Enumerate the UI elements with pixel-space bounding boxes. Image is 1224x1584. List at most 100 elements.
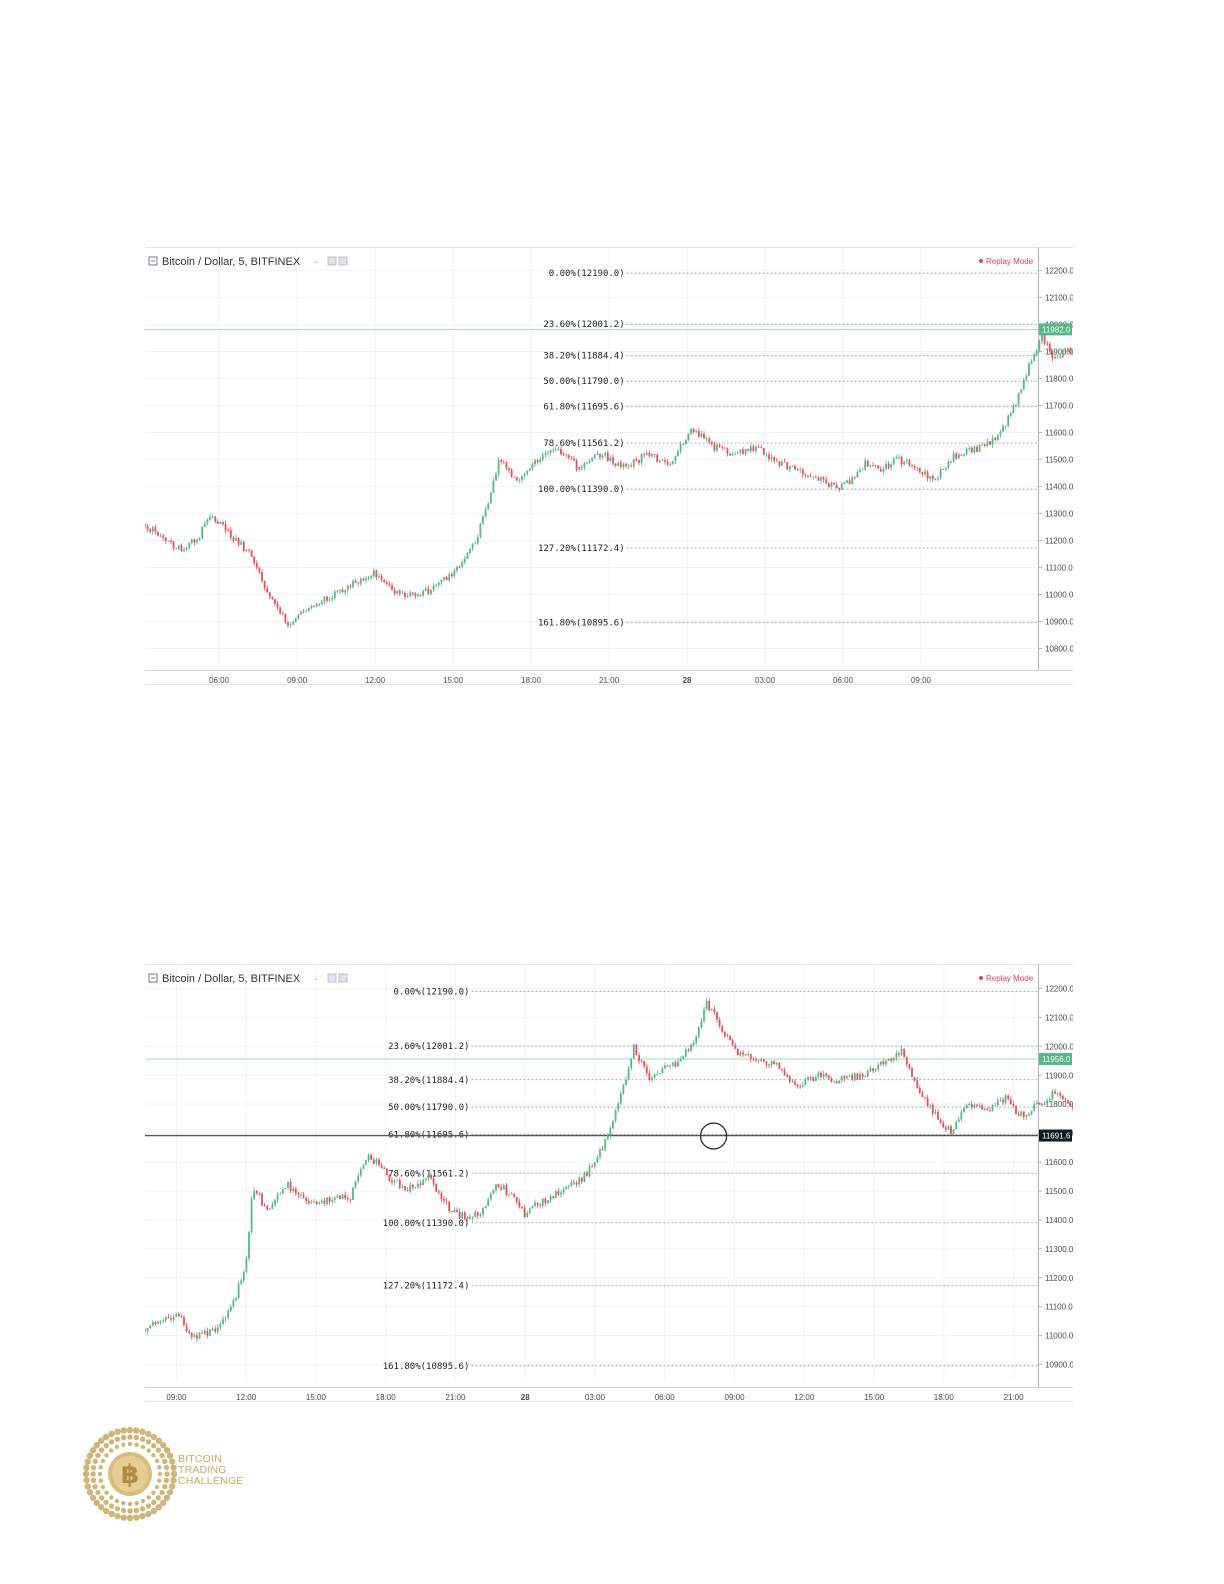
candle-body [370, 1155, 373, 1160]
candle-body [432, 1178, 435, 1184]
candle-body [781, 461, 783, 466]
candle-body [856, 1073, 859, 1080]
y-tick-label: 11500.0 [1045, 1187, 1073, 1196]
candle-body [661, 1068, 664, 1074]
candle-body [638, 1055, 640, 1061]
candle-body [404, 592, 406, 597]
candle-body [172, 542, 175, 549]
candle-body [570, 457, 573, 459]
fib-level-label: 23.60%(12001.2) [388, 1042, 469, 1052]
candle-body [539, 459, 542, 463]
candle-body [248, 1231, 250, 1259]
candle-body [731, 1039, 734, 1046]
candle-body [339, 589, 341, 592]
candle-body [830, 1078, 833, 1082]
logo-line-2: TRADING [178, 1464, 227, 1476]
candle-body [846, 1076, 848, 1079]
candle-body [1002, 1099, 1004, 1104]
candle-body [209, 516, 211, 520]
candle-body [214, 1328, 217, 1332]
candle-body [271, 1204, 274, 1209]
y-tick-label: 12200.0 [1045, 267, 1073, 276]
logo-dot [92, 1458, 98, 1465]
candle-body [170, 540, 172, 543]
logo-dot [166, 1489, 174, 1496]
candle-body [391, 1180, 393, 1183]
logo-dot [127, 1508, 133, 1514]
candle-body [788, 465, 791, 470]
candle-body [453, 1210, 456, 1212]
candle-body [827, 483, 830, 487]
candle-body [934, 479, 937, 481]
candle-body [552, 449, 555, 451]
candle-body [1025, 1115, 1028, 1117]
candle-body [666, 461, 669, 465]
logo-dot [120, 1507, 127, 1514]
logo-dot [157, 1478, 162, 1483]
candle-body [648, 452, 651, 457]
candle-body [502, 1185, 505, 1190]
candle-body [890, 464, 893, 468]
candle-body [976, 446, 978, 452]
candle-body [406, 595, 409, 597]
candle-body [219, 521, 222, 524]
candle-body [957, 1119, 960, 1122]
fib-level-label: 100.00%(11390.0) [383, 1219, 470, 1229]
logo-dot [163, 1494, 171, 1501]
candle-body [344, 590, 347, 593]
candle-body [640, 454, 643, 463]
last-price-label: 11956.0 [1042, 1055, 1071, 1064]
candle-body [549, 450, 552, 453]
candle-body [198, 537, 201, 540]
candle-body [755, 1059, 757, 1061]
candle-body [599, 1148, 601, 1158]
candle-body [679, 1059, 682, 1062]
candle-body [222, 521, 224, 524]
candle-body [1046, 343, 1049, 345]
candle-body [632, 1044, 635, 1059]
collapse-icon [148, 256, 158, 266]
candle-body [370, 575, 373, 579]
candle-body [911, 465, 913, 467]
candle-body [367, 578, 370, 579]
candle-body [242, 1271, 245, 1281]
candle-body [765, 1061, 768, 1065]
candle-body [648, 1073, 651, 1080]
candle-body [807, 1076, 809, 1080]
logo-dot [103, 1507, 110, 1515]
candle-body [183, 549, 185, 552]
settings-icon [338, 973, 348, 983]
logo-dot [160, 1441, 167, 1449]
candle-body [352, 1187, 354, 1201]
candle-body [996, 434, 999, 440]
candle-body [937, 477, 939, 480]
candle-body [926, 1097, 929, 1106]
y-tick-label: 11800.0 [1045, 375, 1073, 384]
candle-body [495, 1184, 497, 1191]
candle-body [1059, 356, 1062, 358]
y-tick-label: 11000.0 [1045, 591, 1073, 600]
candle-body [843, 1076, 846, 1079]
candle-body [235, 537, 237, 541]
candle-body [372, 1159, 375, 1164]
candle-body [289, 624, 292, 626]
candle-body [318, 603, 321, 605]
candle-body [996, 1100, 999, 1106]
candle-body [786, 462, 789, 470]
candle-body [630, 1058, 633, 1069]
y-tick-label: 11400.0 [1045, 1216, 1073, 1225]
candle-body [1048, 343, 1051, 352]
candle-body [406, 1190, 409, 1192]
candle-body [749, 446, 752, 451]
candle-body [978, 1105, 981, 1107]
candle-body [214, 516, 217, 522]
y-tick-label: 11800.0 [1045, 1100, 1073, 1109]
candle-body [916, 467, 919, 469]
logo-dot [98, 1478, 103, 1483]
candle-body [872, 1068, 874, 1071]
logo-dot [170, 1470, 178, 1478]
candle-body [669, 463, 672, 465]
candle-body [362, 1164, 365, 1170]
candle-body [362, 578, 365, 581]
settings-icon [338, 256, 348, 266]
